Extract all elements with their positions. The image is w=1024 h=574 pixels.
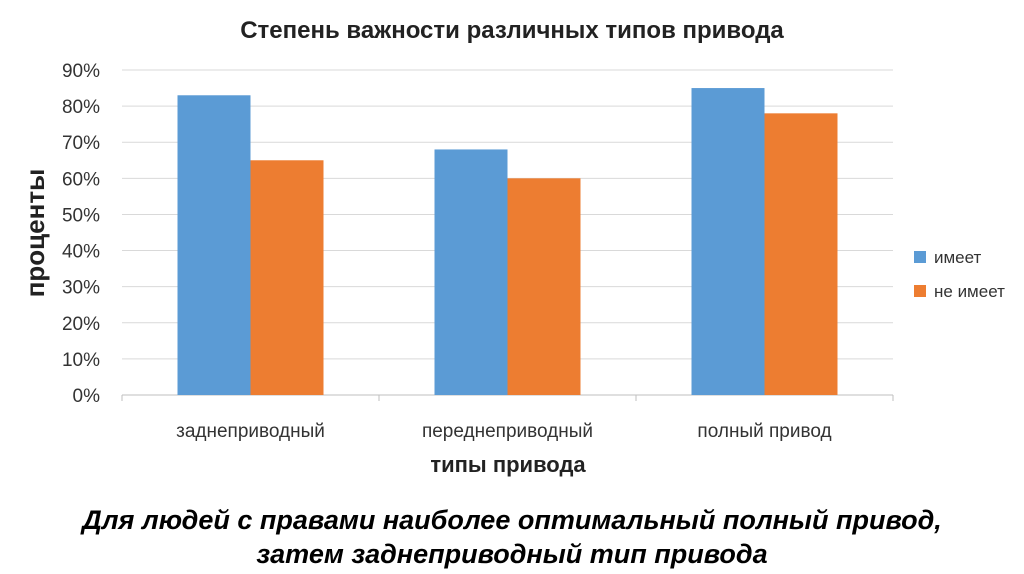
bar-has	[177, 95, 251, 396]
legend-label: имеет	[934, 248, 982, 267]
x-tick-label: переднеприводный	[422, 421, 593, 442]
y-tick-label: 60%	[62, 169, 100, 190]
x-axis-label: типы привода	[430, 452, 586, 477]
y-tick-label: 10%	[62, 350, 100, 371]
y-tick-label: 80%	[62, 97, 100, 118]
bar-has-not	[250, 160, 324, 395]
legend-swatch	[914, 251, 926, 263]
y-tick-label: 90%	[62, 61, 100, 82]
y-tick-label: 30%	[62, 278, 100, 299]
y-tick-label: 20%	[62, 314, 100, 335]
caption-line-2: затем заднеприводный тип привода	[256, 539, 768, 569]
y-tick-label: 0%	[73, 386, 101, 407]
bar-has-not	[764, 113, 838, 395]
legend-swatch	[914, 285, 926, 297]
legend-label: не имеет	[934, 282, 1005, 301]
bar-has-not	[507, 178, 581, 395]
y-tick-label: 50%	[62, 205, 100, 226]
x-tick-label: заднеприводный	[176, 421, 325, 442]
y-tick-label: 40%	[62, 242, 100, 263]
y-axis-label: проценты	[20, 169, 50, 298]
chart-title: Степень важности различных типов привода	[240, 17, 784, 44]
bar-chart: Степень важности различных типов привода…	[20, 17, 1005, 477]
bar-has	[691, 88, 765, 396]
caption-line-1: Для людей с правами наиболее оптимальный…	[82, 505, 942, 535]
x-tick-label: полный привод	[697, 421, 831, 442]
bar-has	[434, 149, 508, 395]
y-tick-label: 70%	[62, 133, 100, 154]
